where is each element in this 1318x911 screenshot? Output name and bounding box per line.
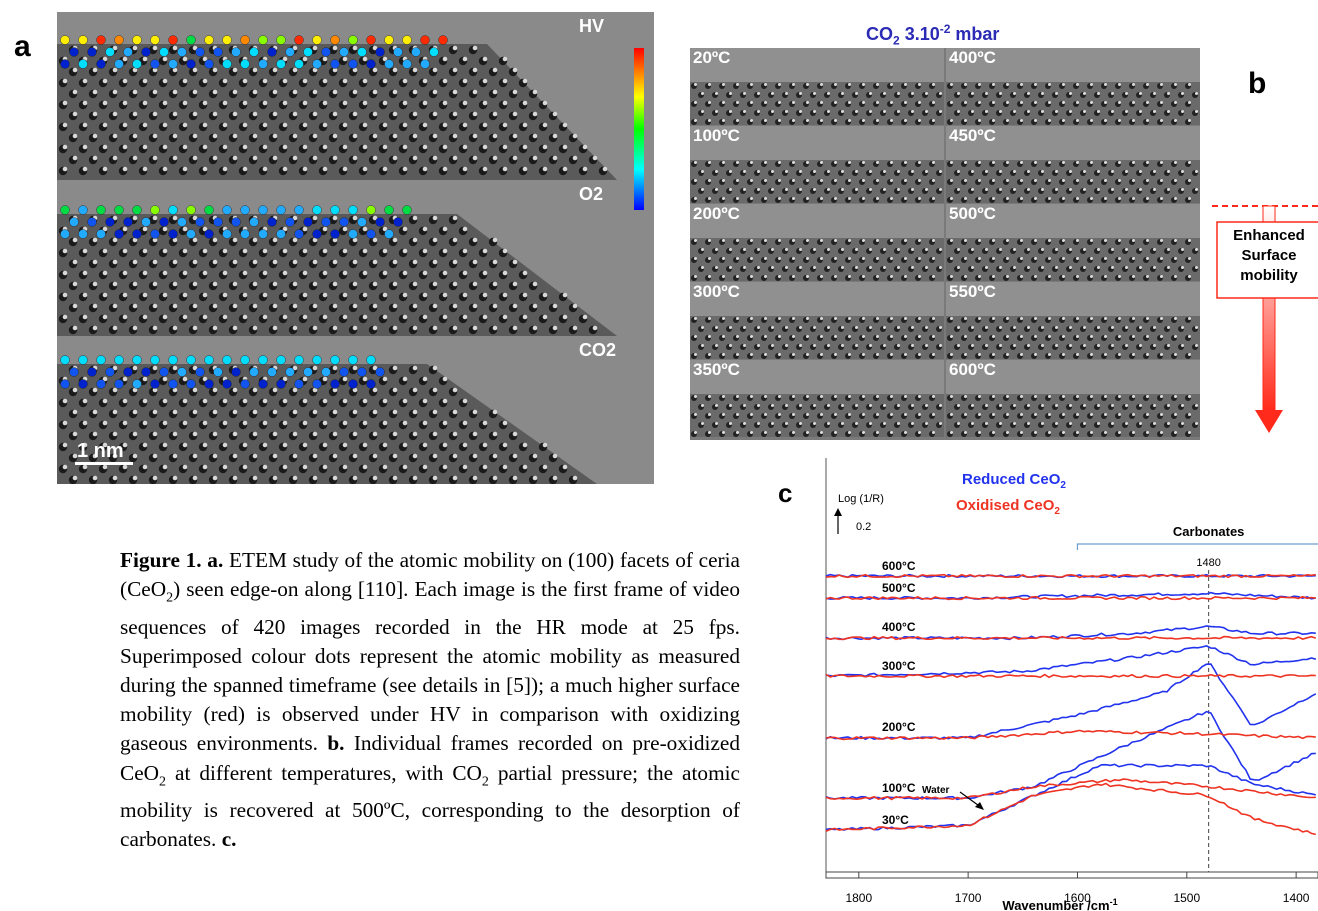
c-temp-label: 500°C <box>882 581 916 595</box>
c-temp-label: 300°C <box>882 659 916 673</box>
c-x-axis-label: Wavenumber /cm-1 <box>1002 897 1117 911</box>
lattice-hv <box>57 35 617 180</box>
frame-temperature-label: 400ºC <box>949 48 996 67</box>
frame-left-2: 200ºC <box>690 204 944 281</box>
c-carbonates-bracket <box>1076 543 1318 550</box>
panel-a-tem-images: HV O2 CO2 1 nm <box>57 12 654 484</box>
c-series-line <box>825 635 1317 641</box>
c-series-line <box>825 573 1316 579</box>
c-water-arrow <box>975 802 984 810</box>
c-x-tick-label: 1800 <box>845 891 872 905</box>
frame-right-3: 550ºC <box>946 282 1200 359</box>
tem-image-o2: O2 <box>57 180 654 336</box>
frame-lattice <box>946 238 1200 281</box>
frame-left-4: 350ºC <box>690 360 944 437</box>
c-peak-label: 1480 <box>1196 557 1220 569</box>
panel-b-title: CO2 3.10-2 mbar <box>866 22 1000 48</box>
c-x-axis <box>825 871 1318 879</box>
tem-image-hv: HV <box>57 12 654 180</box>
label-hv: HV <box>579 16 605 36</box>
c-series-line <box>825 595 1316 601</box>
frame-lattice <box>946 394 1200 437</box>
label-o2: O2 <box>579 184 604 204</box>
c-x-tick-label: 1700 <box>955 891 982 905</box>
frame-lattice <box>690 238 944 281</box>
panel-a-letter: a <box>14 30 31 63</box>
frame-temperature-label: 200ºC <box>693 204 740 223</box>
frame-lattice <box>690 82 944 125</box>
c-temp-label: 100°C <box>882 781 916 795</box>
c-y-axis-label: Log (1/R) <box>838 493 884 505</box>
c-temp-label: 600°C <box>882 559 916 573</box>
c-series-line <box>825 710 1316 801</box>
tem-image-co2: CO2 <box>57 336 654 484</box>
panel-b-temperature-frames: 20ºC 100ºC 200ºC 300ºC 350ºC 400ºC 450ºC 500ºC 5… <box>690 48 1200 440</box>
c-x-tick-label: 1400 <box>1283 891 1310 905</box>
c-series-line <box>825 778 1316 801</box>
frame-left-0: 20ºC <box>690 48 944 125</box>
frame-temperature-label: 600ºC <box>949 360 996 379</box>
figure-caption: Figure 1. a. ETEM study of the atomic mo… <box>120 548 740 852</box>
frame-right-0: 400ºC <box>946 48 1200 125</box>
frame-lattice <box>690 394 944 437</box>
mobility-color-scale <box>634 48 644 210</box>
scale-bar-label: 1 nm <box>77 440 124 462</box>
label-co2: CO2 <box>579 340 617 360</box>
c-series-line <box>825 673 1316 679</box>
lattice-o2 <box>57 205 617 336</box>
frame-temperature-label: 550ºC <box>949 282 996 301</box>
frame-right-2: 500ºC <box>946 204 1200 281</box>
enhanced-mobility-label: Enhanced Surface mobility <box>1233 227 1305 284</box>
c-scale-arrow <box>834 508 842 516</box>
c-temp-label: 30°C <box>882 813 909 827</box>
panel-c-ir-spectra: 1800 1700 1600 1500 1400 Wavenumber /cm-1 Log … <box>825 458 1318 911</box>
c-legend-entry: Reduced CeO2 <box>962 471 1066 491</box>
c-temp-label: 200°C <box>882 720 916 734</box>
c-series-line <box>825 782 1316 836</box>
panel-c-letter: c <box>778 478 793 508</box>
c-legend-entry: Oxidised CeO2 <box>956 497 1060 517</box>
frame-lattice <box>946 316 1200 359</box>
c-temp-label: 400°C <box>882 620 916 634</box>
frame-temperature-label: 20ºC <box>693 48 731 67</box>
frame-temperature-label: 450ºC <box>949 126 996 145</box>
frame-lattice <box>690 316 944 359</box>
lattice-co2 <box>57 355 597 484</box>
c-water-label: Water <box>922 785 950 796</box>
c-carbonates-label: Carbonates <box>1173 524 1245 539</box>
c-series-line <box>825 729 1316 741</box>
frame-left-3: 300ºC <box>690 282 944 359</box>
frame-right-4: 600ºC <box>946 360 1200 437</box>
c-x-tick-label: 1500 <box>1173 891 1200 905</box>
frame-lattice <box>946 160 1200 203</box>
frame-temperature-label: 100ºC <box>693 126 740 145</box>
frame-temperature-label: 300ºC <box>693 282 740 301</box>
frame-right-1: 450ºC <box>946 126 1200 203</box>
frame-temperature-label: 500ºC <box>949 204 996 223</box>
c-series-line <box>825 625 1316 641</box>
panel-b-letter: b <box>1248 67 1267 100</box>
frame-left-1: 100ºC <box>690 126 944 203</box>
frame-lattice <box>946 82 1200 125</box>
c-scale-value: 0.2 <box>856 521 871 533</box>
c-series-line <box>825 591 1316 601</box>
scale-bar <box>75 462 133 465</box>
c-x-tick-label: 1600 <box>1064 891 1091 905</box>
frame-temperature-label: 350ºC <box>693 360 740 379</box>
enhanced-mobility-arrow <box>1212 205 1318 433</box>
frame-lattice <box>690 160 944 203</box>
